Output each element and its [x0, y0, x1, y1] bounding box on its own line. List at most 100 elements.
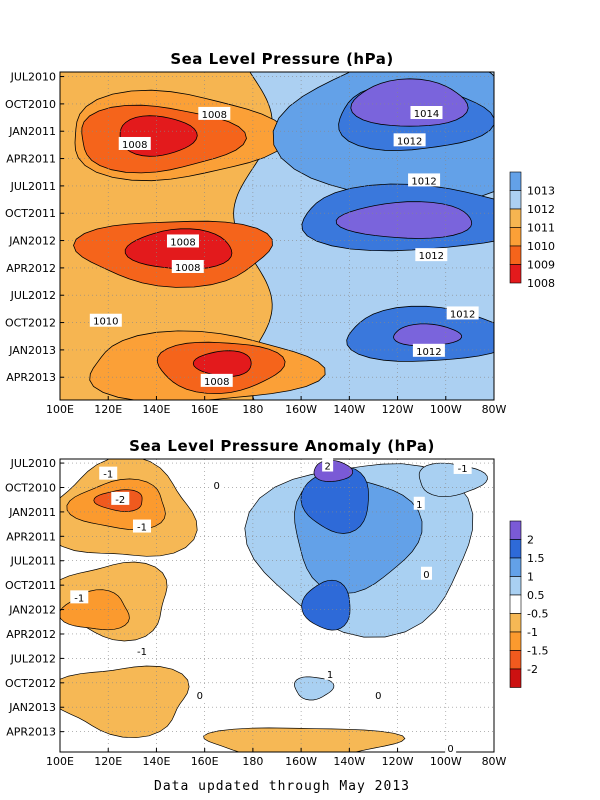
- contour-label: -1: [70, 590, 89, 604]
- contour-label: 0: [211, 478, 223, 492]
- contour-label-bg: [410, 106, 443, 119]
- contour-label-bg: [413, 496, 425, 510]
- contour-label-text: 1012: [450, 309, 475, 320]
- slp-colorbar-swatch: [509, 190, 522, 210]
- anomaly-colorbar-label: -0.5: [527, 608, 548, 621]
- chart-title-slp: Sea Level Pressure (hPa): [170, 50, 393, 68]
- anomaly-colorbar-label: 2: [527, 534, 534, 547]
- x-tick-label: 120E: [94, 755, 122, 768]
- x-tick-label: 140W: [333, 755, 365, 768]
- plot-frame: [59, 71, 495, 401]
- contour-label-bg: [211, 478, 223, 492]
- contour-label-text: 1012: [397, 136, 422, 147]
- contour-label-bg: [198, 106, 231, 120]
- contour-label-text: 0: [197, 691, 203, 702]
- contour-label-bg: [393, 133, 426, 147]
- anom-positive-area: [301, 579, 351, 631]
- contour-label-text: -1: [103, 470, 113, 481]
- contour-label: 1012: [412, 343, 445, 358]
- slp-panel: 100E 120E 140E 160E 180 160W 140W 120W 100W 80W JU…: [5, 71, 555, 416]
- anom-negative-area: [60, 665, 190, 739]
- contour-label-bg: [200, 373, 233, 387]
- anomaly-colorbar-swatch: [509, 668, 522, 688]
- x-tick-label: 120W: [382, 755, 414, 768]
- contour-label-text: -1: [137, 523, 147, 534]
- y-tick-label: JUL2012: [10, 652, 56, 665]
- contour-label-text: -2: [115, 495, 125, 506]
- contour-label-text: 1008: [204, 377, 229, 388]
- x-tick-label: 180: [242, 403, 263, 416]
- contour-label-text: 0: [375, 691, 381, 702]
- x-tick-label: 100W: [430, 755, 462, 768]
- y-tick-label: OCT2010: [5, 481, 56, 494]
- contour-label-text: 1012: [416, 347, 441, 358]
- x-tick-label: 160E: [191, 755, 219, 768]
- contour-label-bg: [324, 666, 336, 680]
- contour-label: 2: [322, 458, 334, 473]
- x-tick-label: 140E: [142, 755, 170, 768]
- contour-label-bg: [194, 688, 206, 702]
- y-tick-label: APR2012: [6, 262, 56, 275]
- y-tick-label: JUL2011: [10, 555, 56, 568]
- contour-label: 0: [445, 740, 457, 755]
- contour-label: 1008: [166, 234, 199, 248]
- contour-label: 1: [413, 496, 425, 511]
- anomaly-colorbar-label: 1: [527, 571, 534, 584]
- y-tick-label: JAN2012: [8, 235, 56, 248]
- contour-label-bg: [99, 466, 118, 480]
- contour-label-bg: [372, 688, 384, 702]
- y-tick-label: OCT2010: [5, 98, 56, 111]
- contour-label: 1012: [408, 173, 441, 187]
- slp-colorbar-swatch: [509, 264, 522, 284]
- contour-label-bg: [118, 136, 151, 150]
- x-tick-label: 120W: [382, 403, 414, 416]
- anomaly-colorbar-swatch: [509, 576, 522, 596]
- contour-label: 0: [420, 566, 432, 581]
- anomaly-colorbar-swatch: [509, 539, 522, 559]
- x-tick-label: 100W: [430, 403, 462, 416]
- anomaly-colorbar-swatch: [509, 520, 522, 540]
- anomaly-colorbar-label: -2: [527, 663, 538, 676]
- anomaly-colorbar-label: 0.5: [527, 589, 545, 602]
- contour-label: 1012: [393, 133, 426, 147]
- contour-label-bg: [453, 460, 472, 474]
- anom-negative-area: [203, 727, 406, 752]
- y-tick-label: JAN2013: [8, 701, 56, 714]
- contour-label-text: 1: [416, 500, 422, 511]
- contour-label: 0: [372, 688, 384, 702]
- slp-colorbar-label: 1013: [527, 185, 555, 198]
- y-tick-label: JAN2011: [8, 125, 56, 138]
- contour-label-bg: [171, 259, 204, 273]
- contour-label: -2: [111, 491, 130, 506]
- contour-label-text: 1010: [93, 317, 118, 328]
- contour-label: -1: [453, 460, 472, 475]
- contour-label: -1: [99, 466, 118, 481]
- contour-label-bg: [132, 519, 151, 533]
- contour-label: 1008: [198, 106, 231, 121]
- contour-label: 1008: [118, 136, 151, 151]
- y-tick-label: JUL2012: [10, 289, 56, 302]
- slp-colorbar-swatch: [509, 227, 522, 247]
- contour-label-text: 1008: [202, 110, 227, 121]
- contour-label: 1010: [89, 313, 122, 328]
- x-tick-label: 100E: [46, 755, 74, 768]
- contour-label-bg: [415, 248, 448, 262]
- plot-frame: [59, 458, 495, 753]
- x-tick-label: 160W: [285, 755, 317, 768]
- y-tick-label: OCT2012: [5, 677, 56, 690]
- anomaly-colorbar-label: 1.5: [527, 552, 545, 565]
- contour-label: 1012: [446, 306, 479, 320]
- slp-colorbar-label: 1011: [527, 222, 555, 235]
- x-tick-label: 80W: [482, 755, 507, 768]
- contour-label-text: 1008: [122, 140, 147, 151]
- contour-label-text: 1012: [419, 251, 444, 262]
- contour-label-text: -1: [74, 593, 84, 604]
- contour-label-bg: [445, 740, 457, 754]
- slp-colorbar-label: 1010: [527, 240, 555, 253]
- y-tick-label: JAN2013: [8, 344, 56, 357]
- y-tick-label: JUL2010: [10, 457, 56, 470]
- contour-label-text: 0: [423, 570, 429, 581]
- anomaly-panel: 100E 120E 140E 160E 180 160W 140W 120W 100W 80W JU…: [5, 457, 549, 768]
- contour-label-bg: [89, 313, 122, 327]
